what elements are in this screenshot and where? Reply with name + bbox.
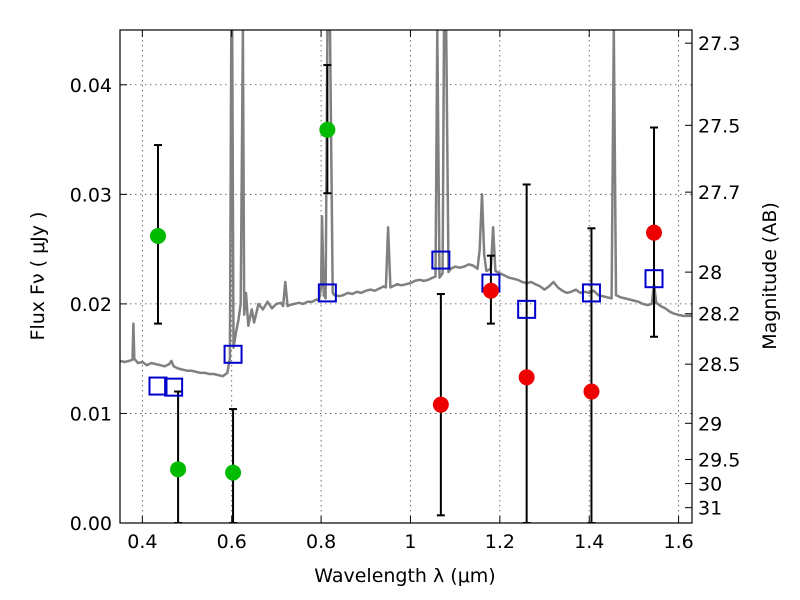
x-tick-label: 0.8 [306,531,336,553]
x-tick-label: 1.6 [663,531,693,553]
right-tick-label: 29 [698,413,722,435]
right-tick-label: 27.7 [698,182,740,204]
green-point [149,227,166,244]
x-tick-label: 1.2 [485,531,515,553]
right-tick-label: 28.5 [698,354,740,376]
y-tick-label: 0.03 [70,184,112,206]
green-point [319,121,336,138]
y-axis-right-label: Magnitude (AB) [759,202,781,350]
x-tick-label: 0.6 [217,531,247,553]
plot-frame [119,29,693,524]
right-tick-label: 29.5 [698,449,740,471]
grid-lines [120,30,692,524]
right-tick-label: 27.5 [698,115,740,137]
right-tick-label: 28.2 [698,304,740,326]
model-photometry-square [431,250,451,270]
red-point [432,396,449,413]
model-photometry-square [223,344,243,364]
axes: 0.4 0.6 0.8 1 1.2 1.4 1.6 0.00 0.01 0.02 0.03 0.04 2… [70,30,740,553]
y-tick-label: 0.02 [70,294,112,316]
plot-area [120,30,692,523]
y-tick-label: 0.00 [70,513,112,535]
red-point [583,383,600,400]
x-tick-label: 1.4 [574,531,604,553]
model-photometry-square [164,377,184,397]
green-point [170,461,187,478]
x-tick-label: 0.4 [127,531,157,553]
right-tick-label: 30 [698,474,722,496]
y-axis-label: Flux Fν ( μJy ) [27,212,49,341]
model-photometry-square [644,269,664,289]
right-tick-label: 27.3 [698,33,740,55]
right-tick-label: 28 [698,262,722,284]
green-point [225,464,242,481]
model-spectrum-line [120,30,692,378]
x-tick-label: 1 [404,531,416,553]
y-tick-label: 0.04 [70,75,112,97]
model-photometry-square [581,283,601,303]
model-photometry-square [317,283,337,303]
red-point [646,224,663,241]
model-photometry-square [148,376,168,396]
model-photometry-square [517,299,537,319]
red-point [518,369,535,386]
y-tick-label: 0.01 [70,403,112,425]
red-point [482,282,499,299]
x-axis-label: Wavelength λ (μm) [314,565,495,587]
right-tick-label: 31 [698,498,722,520]
